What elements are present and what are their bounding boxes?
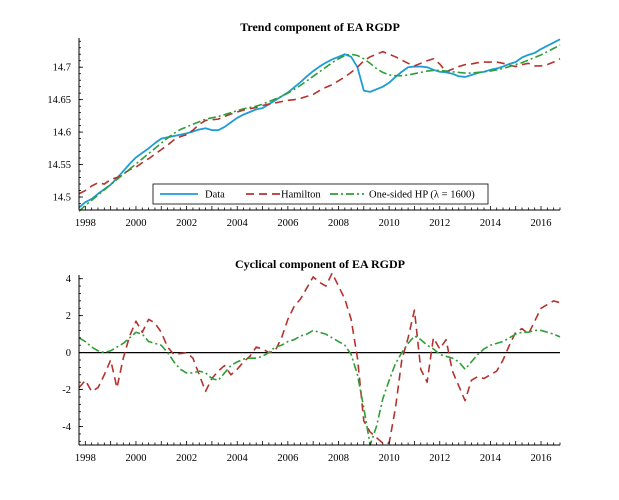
cyclical-x-tick-label: 2010 (379, 453, 400, 464)
trend-x-tick-label: 2000 (125, 218, 146, 229)
trend-chart-legend: Data Hamilton One-sided HP (λ = 1600) (152, 183, 489, 205)
cyclical-y-tick-label: 0 (66, 348, 71, 359)
trend-x-tick-label: 2012 (429, 218, 450, 229)
trend-x-tick-label: 2010 (379, 218, 400, 229)
trend-series-data-line (78, 38, 561, 209)
trend-x-tick-label: 2002 (176, 218, 197, 229)
cyclical-series-hamilton-line (78, 272, 561, 444)
cyclical-y-tick-label: 2 (66, 311, 71, 322)
trend-x-tick-label: 2006 (277, 218, 298, 229)
cyclical-series-onesided-line (78, 329, 561, 446)
trend-x-tick-label: 1998 (75, 218, 96, 229)
cyclical-x-tick-label: 2016 (531, 453, 552, 464)
trend-x-tick-label: 2004 (227, 218, 249, 229)
cyclical-x-tick-label: 2004 (227, 453, 249, 464)
cyclical-x-tick-label: 2014 (480, 453, 502, 464)
cyclical-x-tick-label: 2006 (277, 453, 298, 464)
trend-chart-title: Trend component of EA RGDP (240, 20, 400, 34)
cyclical-x-tick-label: 2012 (429, 453, 450, 464)
trend-chart: Trend component of EA RGDP 1998 2000 2002 2… (47, 20, 561, 229)
trend-x-tick-label: 2008 (328, 218, 349, 229)
cyclical-y-tick-label: -2 (62, 385, 71, 396)
trend-y-tick-label: 14.7 (53, 63, 71, 74)
cyclical-chart-title: Cyclical component of EA RGDP (235, 257, 405, 271)
trend-y-tick-label: 14.65 (47, 95, 71, 106)
cyclical-x-tick-label: 2002 (176, 453, 197, 464)
cyclical-x-tick-label: 2008 (328, 453, 349, 464)
trend-series-hamilton-line (78, 50, 561, 195)
cyclical-x-tick-label: 1998 (75, 453, 96, 464)
trend-y-tick-label: 14.6 (53, 128, 71, 139)
cyclical-y-tick-label: 4 (66, 274, 72, 285)
cyclical-y-tick-label: -4 (62, 422, 71, 433)
cyclical-x-tick-label: 2000 (125, 453, 146, 464)
legend-label-2: One-sided HP (λ = 1600) (369, 190, 475, 201)
legend-box (152, 183, 489, 205)
trend-x-tick-label: 2014 (480, 218, 502, 229)
cyclical-chart: Cyclical component of EA RGDP 1998 2000 20… (62, 257, 561, 464)
trend-series-onesided-line (78, 44, 561, 212)
trend-y-tick-label: 14.5 (53, 193, 71, 204)
trend-y-tick-label: 14.55 (47, 160, 71, 171)
legend-label-0: Data (205, 190, 225, 201)
trend-x-tick-label: 2016 (531, 218, 552, 229)
legend-label-1: Hamilton (281, 190, 321, 201)
